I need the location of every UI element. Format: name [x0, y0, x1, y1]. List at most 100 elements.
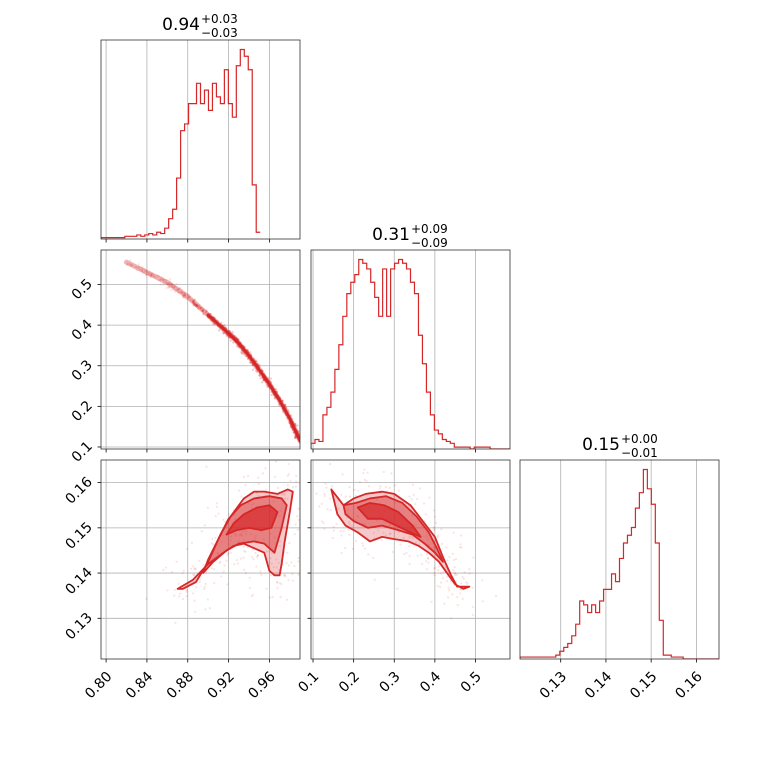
- sample-point: [460, 582, 463, 585]
- sample-point: [185, 594, 188, 598]
- sample-point: [217, 552, 220, 555]
- sample-point: [215, 502, 219, 505]
- sample-point: [494, 594, 498, 598]
- sample-point: [389, 532, 392, 535]
- sample-point: [240, 534, 244, 537]
- sample-point: [163, 280, 167, 283]
- sample-point: [210, 567, 213, 570]
- sample-point: [228, 336, 231, 339]
- sample-point: [448, 555, 451, 559]
- sample-point: [183, 294, 186, 297]
- sample-point: [379, 485, 382, 488]
- panel-scatter-2-0: 0.80 0.84 0.88 0.92 0.96 0.13 0.14 0.15 0.16: [62, 459, 304, 702]
- axes-frame: [100, 39, 301, 240]
- sample-point: [192, 299, 195, 302]
- sample-point: [366, 471, 369, 474]
- panel-hist-1: [310, 249, 511, 453]
- sample-point: [134, 265, 137, 268]
- y-tick-label: 0.3: [69, 357, 96, 384]
- sample-point: [236, 562, 239, 565]
- sample-point: [254, 537, 257, 540]
- sample-point: [446, 575, 449, 578]
- sample-point: [194, 568, 197, 571]
- sample-point: [340, 551, 343, 555]
- sample-point: [279, 540, 282, 543]
- sample-point: [130, 264, 133, 268]
- x-tick-label: 0.1: [295, 669, 322, 696]
- sample-point: [268, 561, 271, 564]
- sample-point: [294, 436, 297, 440]
- sample-point: [234, 533, 238, 536]
- sample-point: [137, 266, 141, 269]
- sample-point: [287, 578, 290, 582]
- sample-point: [372, 531, 375, 534]
- x-tick-label: 0.84: [123, 669, 156, 702]
- sample-point: [220, 540, 223, 544]
- sample-point: [447, 589, 451, 592]
- contour-level-3: [356, 502, 422, 538]
- sample-point: [375, 498, 378, 501]
- sample-point: [347, 528, 350, 531]
- sample-point: [405, 551, 408, 555]
- sample-point: [243, 550, 246, 553]
- sample-point: [244, 354, 247, 357]
- sample-point: [331, 536, 334, 540]
- sample-point: [251, 364, 255, 367]
- sample-point: [192, 300, 195, 303]
- sample-point: [456, 603, 459, 607]
- sample-point: [203, 311, 206, 315]
- sample-point: [442, 570, 445, 574]
- sample-point: [286, 497, 289, 500]
- sample-point: [302, 474, 304, 476]
- sample-point: [191, 298, 194, 301]
- sample-point: [196, 304, 199, 308]
- sample-point: [328, 462, 332, 466]
- sample-point: [425, 553, 429, 556]
- sample-point: [182, 293, 186, 296]
- sample-point: [199, 306, 202, 309]
- sample-point: [247, 502, 250, 505]
- sample-point: [283, 497, 287, 500]
- sample-point: [168, 286, 171, 289]
- sample-point: [452, 558, 455, 562]
- sample-point: [296, 424, 299, 427]
- sample-point: [294, 435, 297, 438]
- sample-point: [168, 282, 171, 285]
- sample-point: [220, 321, 223, 324]
- x-tick-label: 0.14: [582, 669, 615, 702]
- sample-point: [416, 554, 419, 557]
- sample-point: [227, 335, 230, 338]
- sample-point: [411, 514, 414, 517]
- sample-point: [293, 533, 296, 536]
- sample-point: [186, 296, 190, 299]
- sample-point: [166, 589, 169, 592]
- sample-point: [228, 329, 231, 332]
- sample-point: [278, 581, 282, 585]
- sample-point: [269, 377, 272, 380]
- sample-point: [248, 351, 252, 354]
- sample-point: [165, 281, 169, 284]
- sample-point: [198, 559, 201, 563]
- sample-point: [195, 303, 198, 306]
- sample-point: [445, 580, 449, 583]
- sample-point: [432, 528, 436, 531]
- x-tick-label: 0.3: [377, 669, 404, 696]
- sample-point: [150, 272, 153, 275]
- sample-point: [270, 393, 273, 397]
- sample-point: [241, 351, 244, 354]
- sample-point: [291, 485, 295, 489]
- sample-point: [214, 536, 217, 539]
- sample-point: [242, 545, 246, 548]
- sample-point: [341, 473, 344, 476]
- sample-point: [180, 290, 183, 293]
- sample-point: [141, 271, 145, 274]
- sample-point: [157, 279, 160, 282]
- sample-point: [320, 502, 323, 505]
- sample-point: [184, 292, 187, 295]
- sample-point: [180, 291, 183, 294]
- sample-point: [154, 276, 157, 279]
- sample-point: [463, 571, 466, 574]
- sample-point: [202, 563, 205, 566]
- sample-point: [129, 264, 132, 267]
- sample-point: [188, 296, 191, 299]
